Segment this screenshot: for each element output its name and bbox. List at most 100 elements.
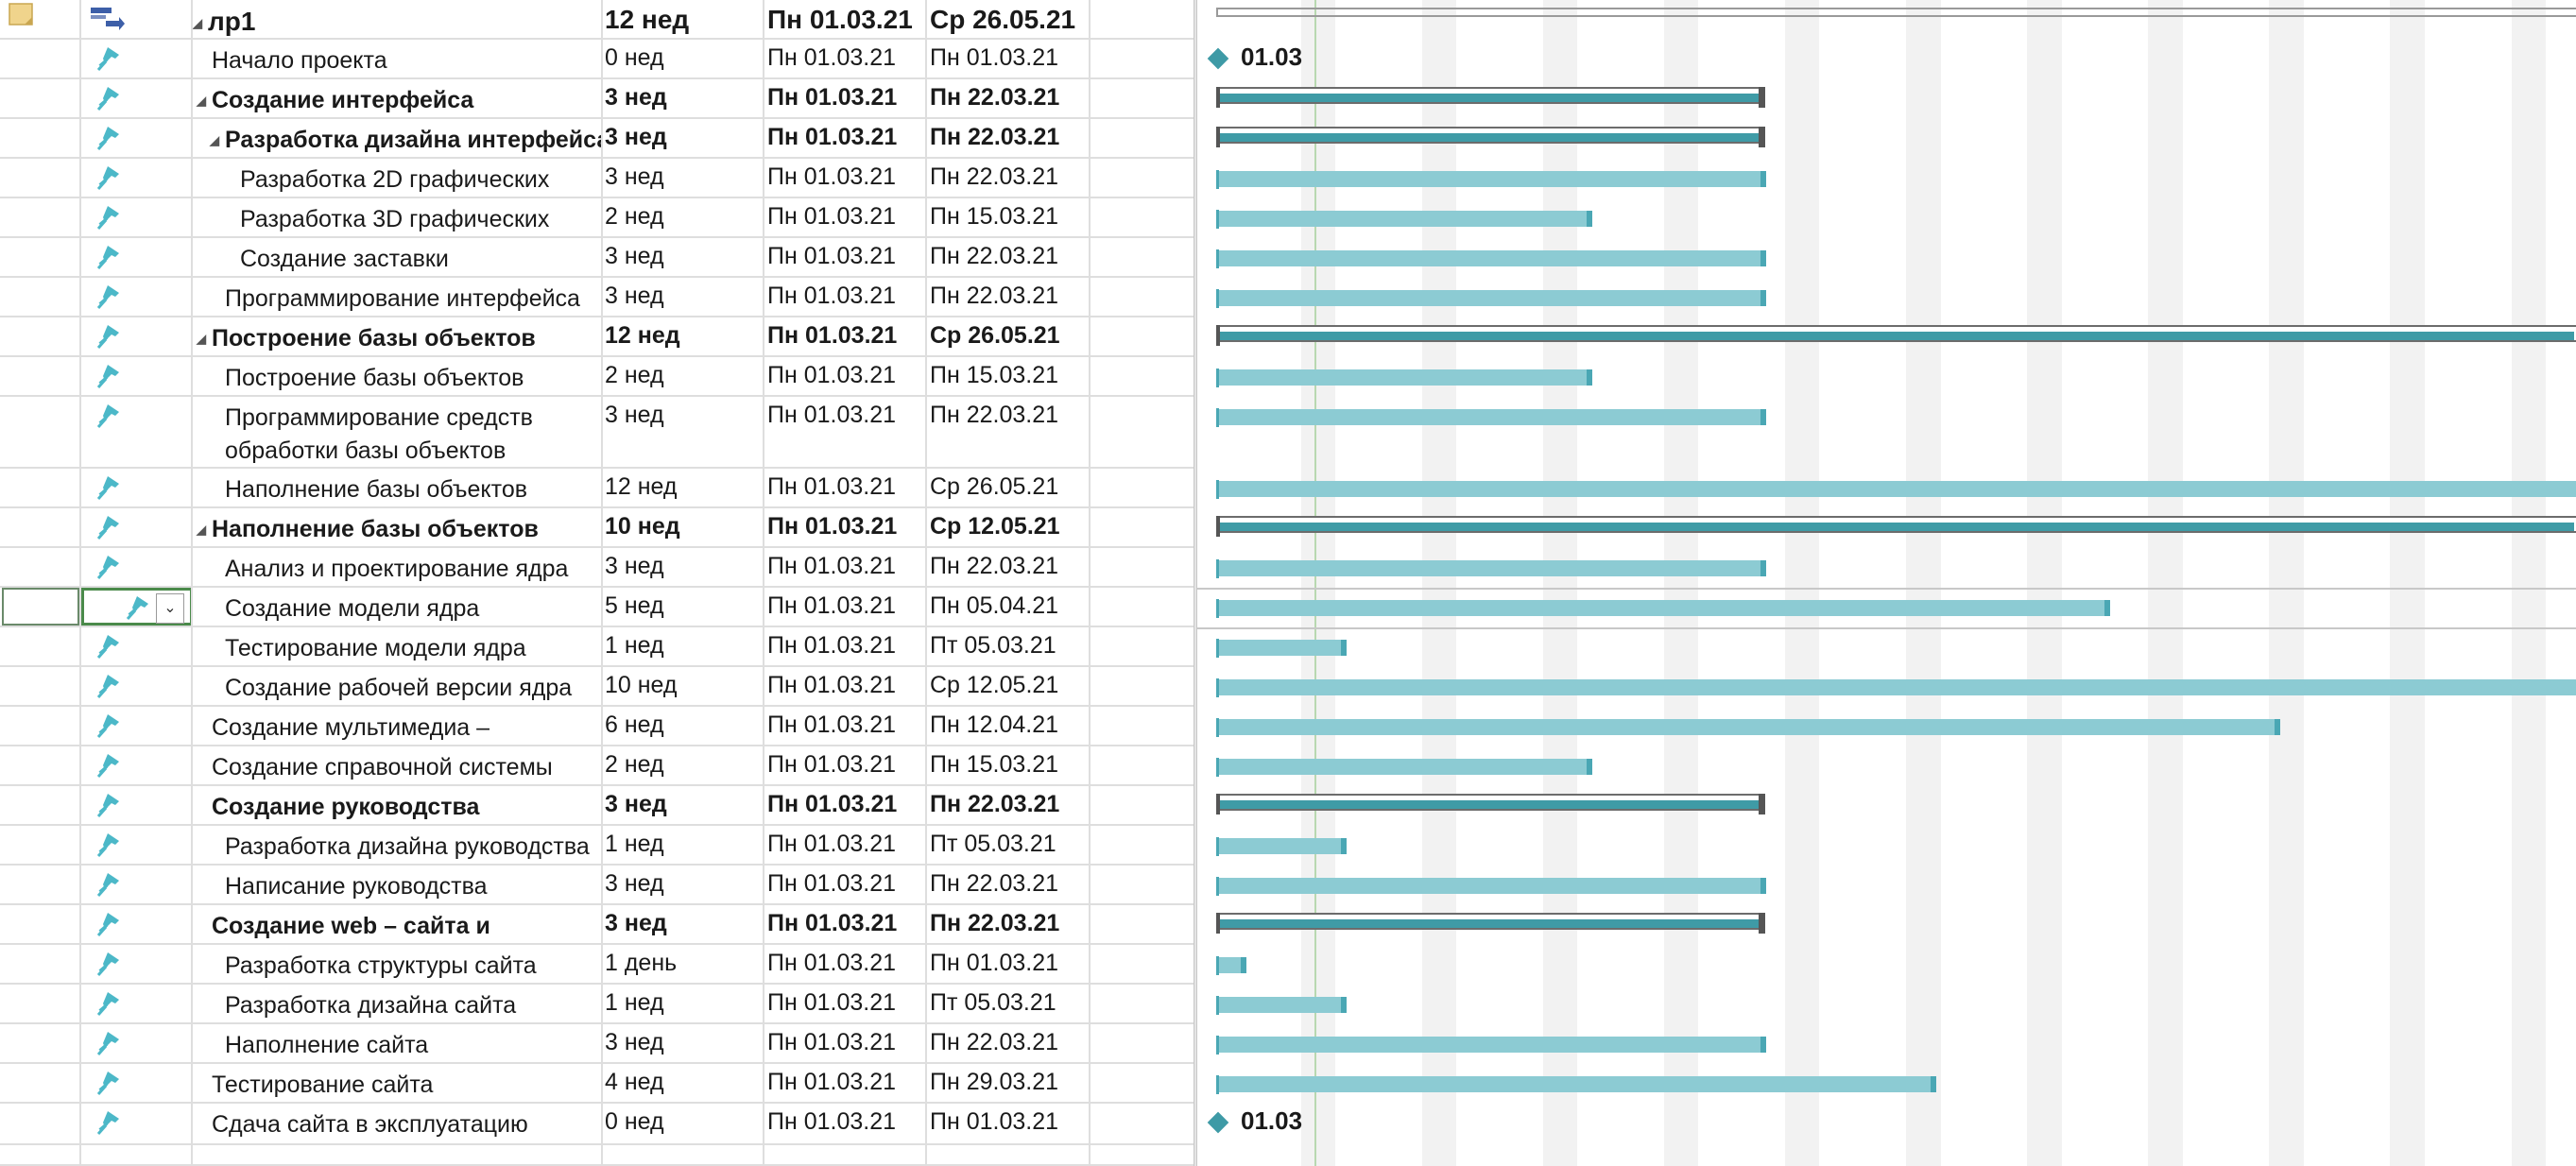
task-name-cell[interactable]: Наполнение сайта [193, 1024, 603, 1062]
task-row[interactable]: Наполнение базы объектов 12 нед Пн 01.03.2… [0, 469, 1194, 508]
task-start[interactable]: Пн 01.03.21 [764, 707, 927, 745]
task-bar[interactable] [1218, 369, 1592, 386]
task-finish[interactable]: Пн 22.03.21 [927, 786, 1091, 824]
task-duration[interactable]: 0 нед [603, 1104, 764, 1143]
task-row[interactable]: Создание рабочей версии ядра 10 нед Пн 01.… [0, 667, 1194, 707]
task-start[interactable]: Пн 01.03.21 [764, 278, 927, 316]
task-duration[interactable]: 0 нед [603, 40, 764, 77]
task-row[interactable]: Создание мультимедиа – наполнения6 недПн… [0, 707, 1194, 746]
task-row[interactable]: Построение базы объектов 2 нед Пн 01.03.21… [0, 357, 1194, 397]
task-bar[interactable] [1218, 481, 2576, 497]
task-start[interactable]: Пн 01.03.21 [764, 317, 927, 355]
empty-cell[interactable] [1091, 159, 1194, 197]
project-summary-bar[interactable] [1216, 8, 2576, 17]
empty-cell[interactable] [1091, 79, 1194, 117]
task-row[interactable]: Создание заставки 3 нед Пн 01.03.21 Пн 22.0… [0, 238, 1194, 278]
task-duration[interactable]: 6 нед [603, 707, 764, 745]
empty-cell[interactable] [1091, 866, 1194, 903]
task-name-cell[interactable]: Создание модели ядра [193, 588, 603, 626]
task-row[interactable]: Начало проекта 0 нед Пн 01.03.21 Пн 01.03.2… [0, 40, 1194, 79]
collapse-triangle-icon[interactable]: ◢ [197, 94, 206, 109]
task-duration[interactable]: 1 нед [603, 985, 764, 1022]
empty-cell[interactable] [1091, 508, 1194, 546]
empty-cell[interactable] [1091, 1064, 1194, 1102]
task-mode-cell[interactable] [81, 826, 193, 864]
task-bar[interactable] [1218, 759, 1592, 775]
collapse-triangle-icon[interactable]: ◢ [210, 133, 219, 148]
task-row[interactable]: ◢ Наполнение базы объектов 10 нед Пн 01.03.… [0, 508, 1194, 548]
task-mode-dropdown-button[interactable]: ⌄ [156, 593, 184, 624]
task-bar[interactable] [1218, 1076, 1936, 1092]
task-mode-cell[interactable] [81, 278, 193, 316]
task-duration[interactable]: 10 нед [603, 508, 764, 546]
task-name-cell[interactable]: Тестирование сайта [193, 1064, 603, 1102]
collapse-triangle-icon[interactable]: ◢ [193, 15, 202, 30]
task-bar[interactable] [1218, 409, 1766, 425]
task-duration[interactable]: 3 нед [603, 905, 764, 943]
task-bar[interactable] [1218, 838, 1347, 854]
task-name-cell[interactable]: ◢ Разработка дизайна интерфейса [193, 119, 603, 157]
task-name-cell[interactable]: Разработка 2D графических элементов [193, 159, 603, 197]
task-name-cell[interactable]: Тестирование модели ядра [193, 627, 603, 665]
task-finish[interactable]: Пн 22.03.21 [927, 119, 1091, 157]
task-finish[interactable]: Пн 15.03.21 [927, 746, 1091, 784]
empty-cell[interactable] [1091, 548, 1194, 586]
task-row[interactable]: Анализ и проектирование ядра 3 нед Пн 01.0… [0, 548, 1194, 588]
task-row[interactable]: Создание справочной системы 2 нед Пн 01.03… [0, 746, 1194, 786]
collapse-triangle-icon[interactable]: ◢ [197, 523, 206, 538]
task-row[interactable]: ◢ Разработка дизайна интерфейса 3 нед Пн 01… [0, 119, 1194, 159]
task-name-cell[interactable]: Создание справочной системы [193, 746, 603, 784]
task-start[interactable]: Пн 01.03.21 [764, 826, 927, 864]
project-duration[interactable]: 12 нед [603, 0, 764, 38]
task-start[interactable]: Пн 01.03.21 [764, 945, 927, 983]
task-name-cell[interactable]: Сдача сайта в эксплуатацию [193, 1104, 603, 1143]
task-row[interactable]: ◢Создание руководства пользователя3 недП… [0, 786, 1194, 826]
task-mode-cell[interactable] [81, 627, 193, 665]
project-summary-row[interactable]: ◢ лр1 12 нед Пн 01.03.21 Ср 26.05.21 [0, 0, 1194, 40]
empty-cell[interactable] [81, 1145, 193, 1164]
task-start[interactable]: Пн 01.03.21 [764, 746, 927, 784]
project-start[interactable]: Пн 01.03.21 [764, 0, 927, 38]
task-bar[interactable] [1218, 878, 1766, 894]
empty-cell[interactable] [1091, 1024, 1194, 1062]
empty-cell[interactable] [1091, 905, 1194, 943]
task-mode-cell[interactable] [81, 866, 193, 903]
empty-row[interactable] [0, 1145, 1194, 1166]
task-finish[interactable]: Пн 22.03.21 [927, 548, 1091, 586]
task-finish[interactable]: Пн 12.04.21 [927, 707, 1091, 745]
task-name-cell[interactable]: ◢ Наполнение базы объектов [193, 508, 603, 546]
task-row[interactable]: Разработка 2D графических элементов 3 нед… [0, 159, 1194, 198]
task-start[interactable]: Пн 01.03.21 [764, 627, 927, 665]
task-mode-cell[interactable] [81, 79, 193, 117]
task-duration[interactable]: 12 нед [603, 469, 764, 506]
milestone-diamond[interactable] [1207, 1111, 1229, 1134]
task-row[interactable]: Разработка дизайна руководства 1 нед Пн 01… [0, 826, 1194, 866]
task-duration[interactable]: 3 нед [603, 548, 764, 586]
task-duration[interactable]: 3 нед [603, 397, 764, 467]
empty-cell[interactable] [1091, 198, 1194, 236]
task-mode-cell[interactable] [81, 508, 193, 546]
empty-cell[interactable] [1091, 945, 1194, 983]
project-name[interactable]: ◢ лр1 [193, 0, 603, 38]
task-mode-cell[interactable] [81, 317, 193, 355]
project-finish[interactable]: Ср 26.05.21 [927, 0, 1091, 38]
task-finish[interactable]: Пн 22.03.21 [927, 278, 1091, 316]
milestone-diamond[interactable] [1207, 47, 1229, 70]
task-mode-cell[interactable] [81, 198, 193, 236]
task-row[interactable]: ⌄ Создание модели ядра 5 нед Пн 01.03.21 Пн … [0, 588, 1194, 627]
task-mode-cell[interactable] [81, 159, 193, 197]
task-start[interactable]: Пн 01.03.21 [764, 588, 927, 626]
task-name-cell[interactable]: Создание мультимедиа – наполнения [193, 707, 603, 745]
task-name-cell[interactable]: Разработка структуры сайта [193, 945, 603, 983]
task-duration[interactable]: 10 нед [603, 667, 764, 705]
task-mode-cell[interactable] [81, 119, 193, 157]
task-start[interactable]: Пн 01.03.21 [764, 508, 927, 546]
task-bar[interactable] [1218, 719, 2280, 735]
empty-cell[interactable] [1091, 357, 1194, 395]
empty-cell[interactable] [603, 1145, 764, 1164]
empty-cell[interactable] [1091, 667, 1194, 705]
empty-cell[interactable] [1091, 1145, 1194, 1164]
empty-cell[interactable] [927, 1145, 1091, 1164]
empty-cell[interactable] [1091, 746, 1194, 784]
task-row[interactable]: Наполнение сайта 3 нед Пн 01.03.21 Пн 22.03… [0, 1024, 1194, 1064]
